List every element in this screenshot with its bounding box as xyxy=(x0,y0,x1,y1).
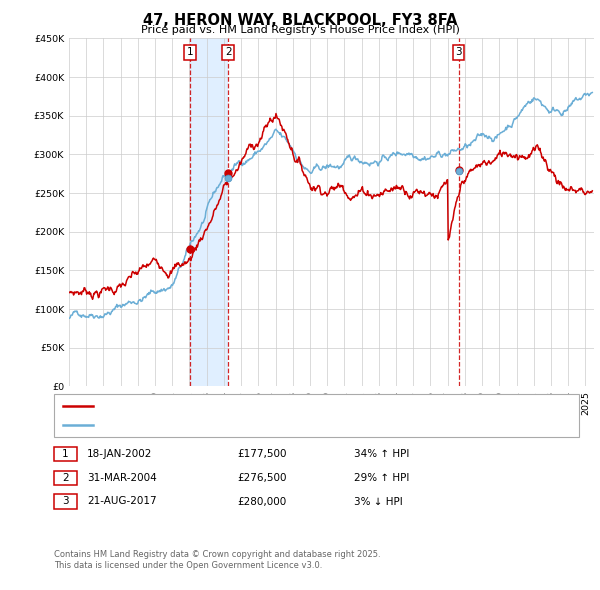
Text: 3% ↓ HPI: 3% ↓ HPI xyxy=(354,497,403,506)
Text: HPI: Average price, detached house, Fylde: HPI: Average price, detached house, Fyld… xyxy=(99,419,310,430)
Text: Contains HM Land Registry data © Crown copyright and database right 2025.: Contains HM Land Registry data © Crown c… xyxy=(54,550,380,559)
Text: 21-AUG-2017: 21-AUG-2017 xyxy=(87,497,157,506)
Text: Price paid vs. HM Land Registry's House Price Index (HPI): Price paid vs. HM Land Registry's House … xyxy=(140,25,460,35)
Text: 47, HERON WAY, BLACKPOOL, FY3 8FA (detached house): 47, HERON WAY, BLACKPOOL, FY3 8FA (detac… xyxy=(99,401,381,411)
Text: 18-JAN-2002: 18-JAN-2002 xyxy=(87,450,152,459)
Text: 47, HERON WAY, BLACKPOOL, FY3 8FA: 47, HERON WAY, BLACKPOOL, FY3 8FA xyxy=(143,13,457,28)
Text: 29% ↑ HPI: 29% ↑ HPI xyxy=(354,473,409,483)
Bar xyxy=(190,38,228,386)
Text: 3: 3 xyxy=(455,47,462,57)
Text: £280,000: £280,000 xyxy=(237,497,286,506)
Text: This data is licensed under the Open Government Licence v3.0.: This data is licensed under the Open Gov… xyxy=(54,561,322,570)
Text: 2: 2 xyxy=(62,473,69,483)
Text: £177,500: £177,500 xyxy=(237,450,287,459)
Text: 3: 3 xyxy=(62,497,69,506)
Text: 1: 1 xyxy=(187,47,194,57)
Text: 1: 1 xyxy=(62,450,69,459)
Text: 34% ↑ HPI: 34% ↑ HPI xyxy=(354,450,409,459)
Text: £276,500: £276,500 xyxy=(237,473,287,483)
Text: 31-MAR-2004: 31-MAR-2004 xyxy=(87,473,157,483)
Text: 2: 2 xyxy=(225,47,232,57)
